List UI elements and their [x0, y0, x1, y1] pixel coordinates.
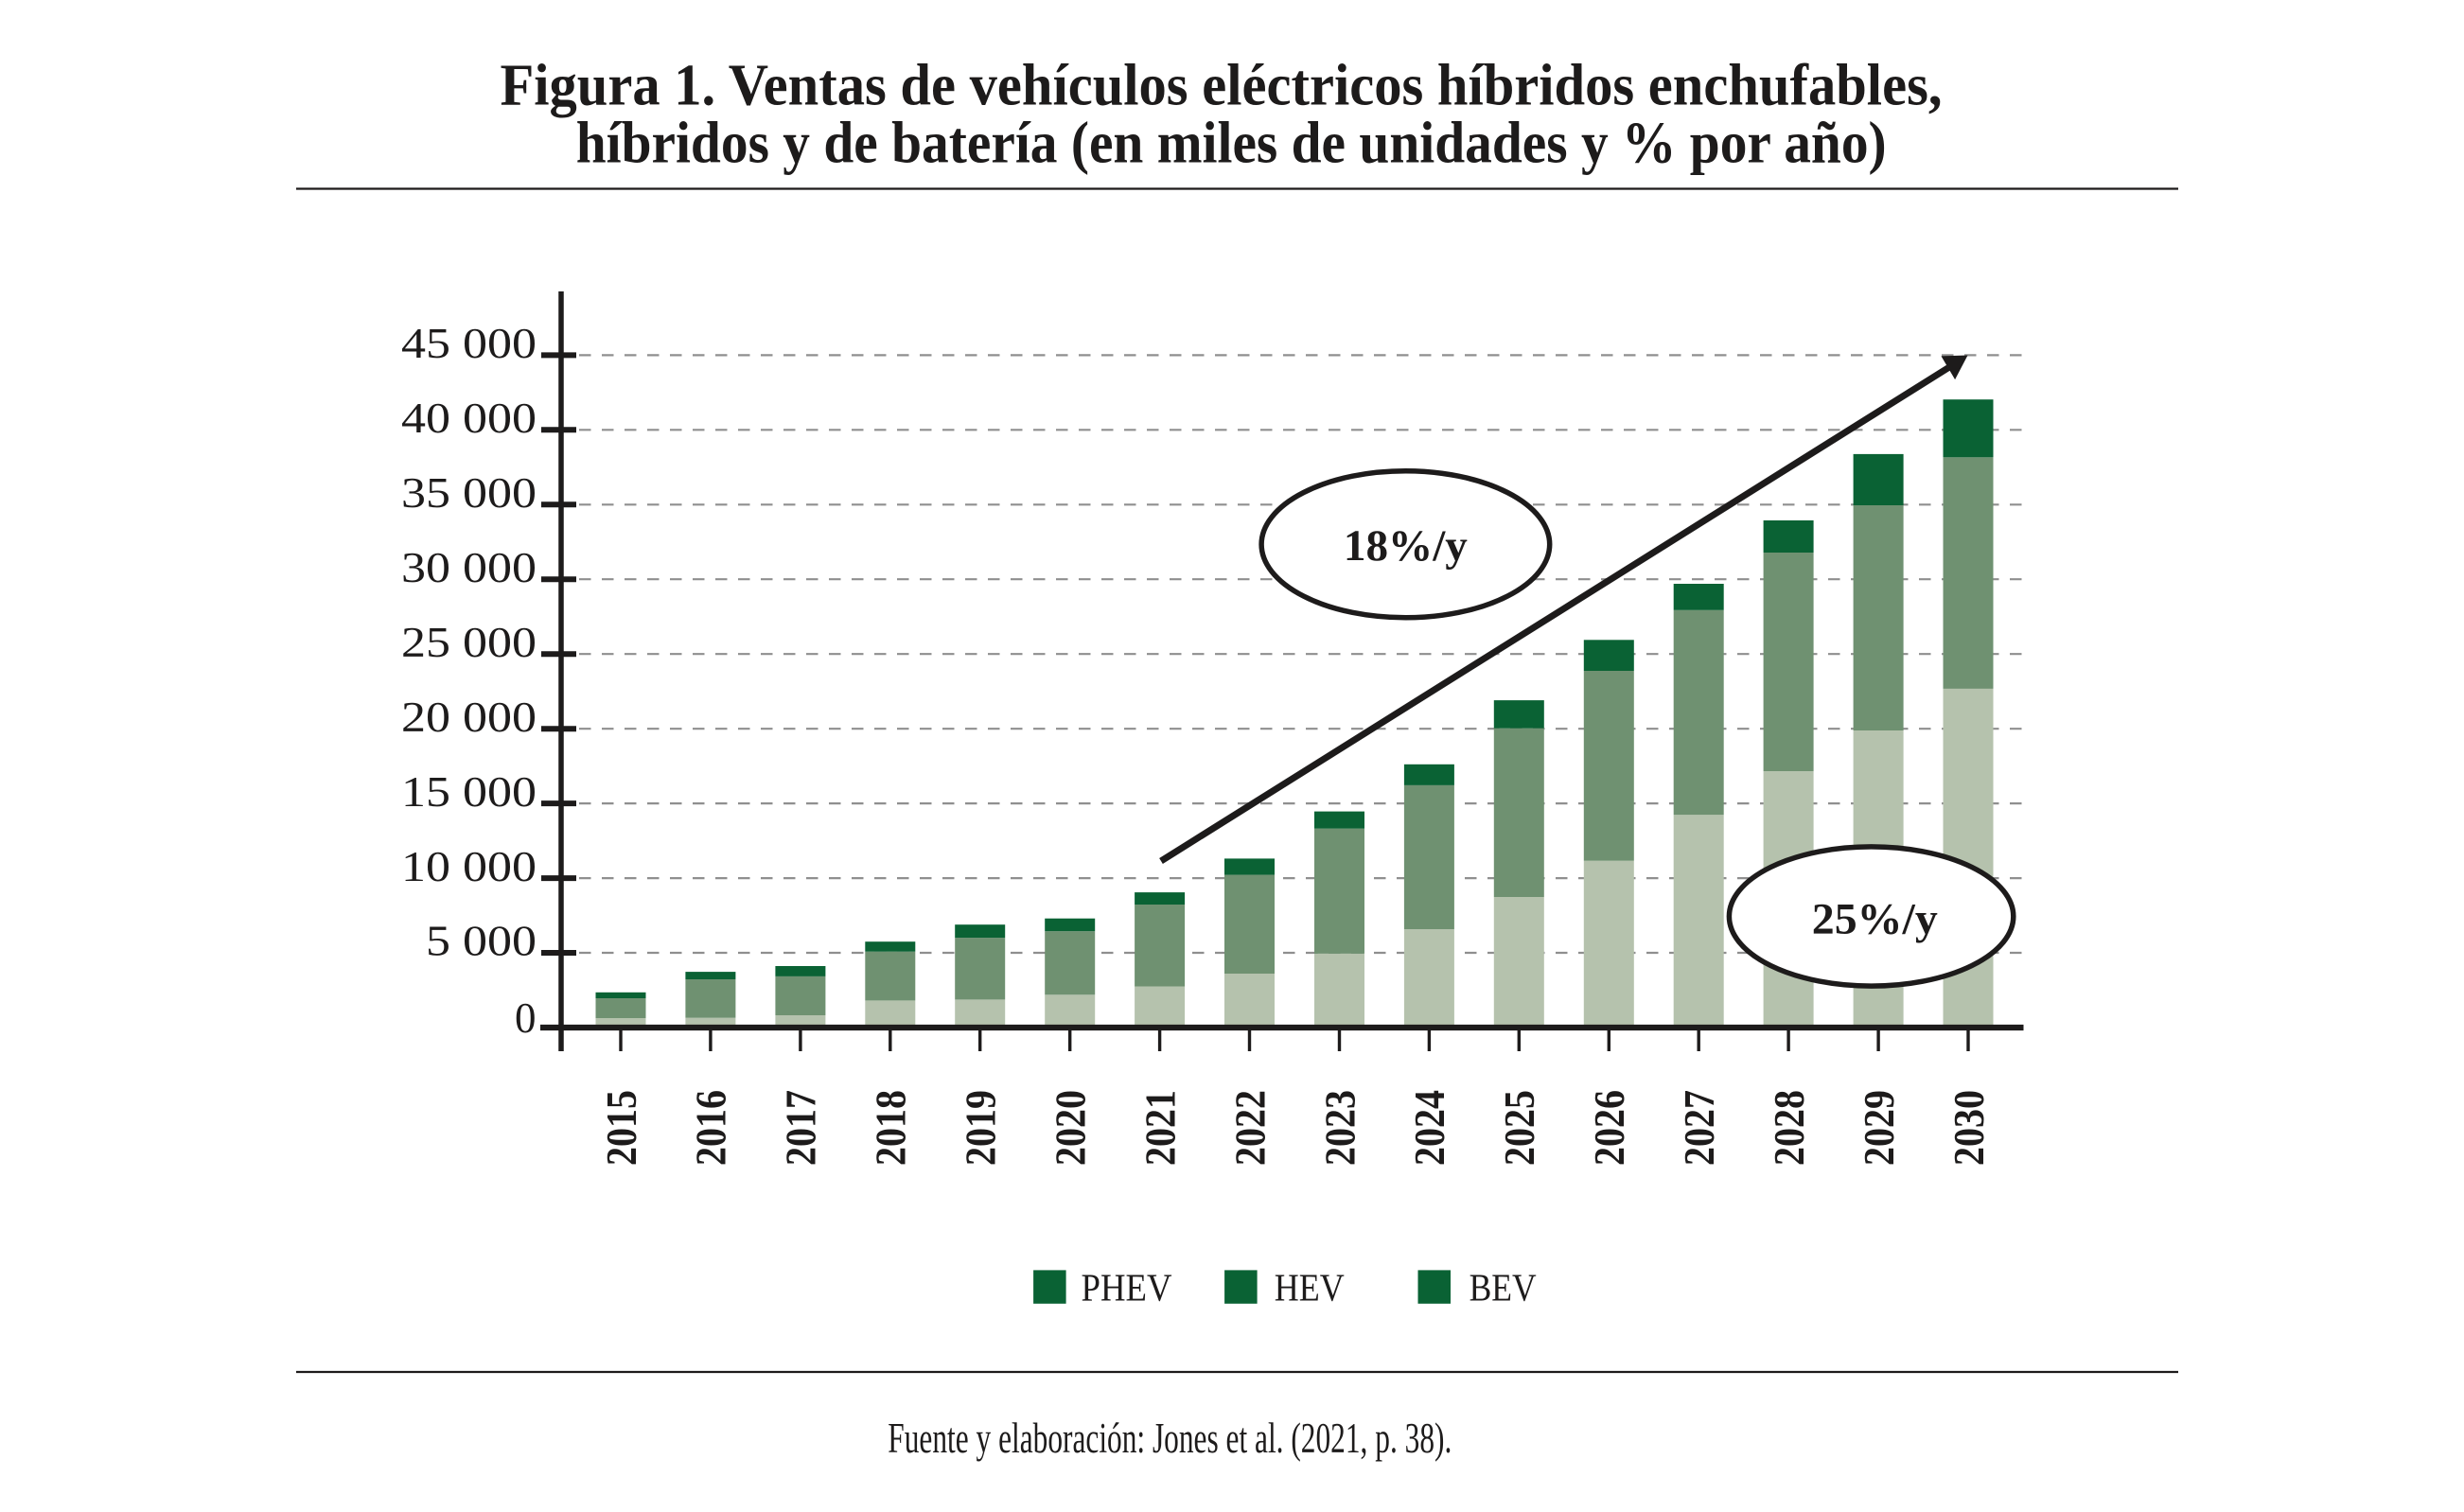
svg-text:2026: 2026: [1586, 1090, 1633, 1166]
svg-text:20 000: 20 000: [401, 694, 537, 741]
svg-text:25 000: 25 000: [401, 619, 537, 666]
svg-text:2027: 2027: [1676, 1090, 1723, 1166]
svg-text:2021: 2021: [1136, 1090, 1184, 1166]
svg-text:híbridos y de batería (en mile: híbridos y de batería (en miles de unida…: [576, 111, 1887, 175]
svg-text:2024: 2024: [1406, 1090, 1453, 1166]
svg-text:2019: 2019: [958, 1090, 1005, 1166]
svg-text:2015: 2015: [598, 1090, 645, 1166]
svg-text:2022: 2022: [1226, 1090, 1274, 1166]
svg-text:2017: 2017: [778, 1090, 825, 1166]
svg-text:2023: 2023: [1316, 1090, 1364, 1166]
svg-text:2029: 2029: [1856, 1090, 1903, 1166]
svg-text:HEV: HEV: [1275, 1266, 1345, 1310]
svg-text:45 000: 45 000: [401, 320, 537, 367]
svg-text:30 000: 30 000: [401, 544, 537, 591]
svg-text:2025: 2025: [1496, 1090, 1543, 1166]
svg-text:15 000: 15 000: [401, 768, 537, 816]
svg-text:2028: 2028: [1766, 1090, 1813, 1166]
svg-text:PHEV: PHEV: [1082, 1266, 1172, 1310]
svg-text:BEV: BEV: [1470, 1266, 1537, 1310]
svg-text:35 000: 35 000: [401, 469, 537, 517]
svg-text:18%/y: 18%/y: [1344, 521, 1468, 571]
svg-text:0: 0: [515, 994, 537, 1042]
svg-text:2016: 2016: [688, 1090, 735, 1166]
svg-text:2030: 2030: [1945, 1090, 1993, 1166]
svg-text:2020: 2020: [1047, 1090, 1095, 1166]
svg-text:25%/y: 25%/y: [1812, 895, 1939, 944]
svg-text:40 000: 40 000: [401, 395, 537, 442]
svg-text:2018: 2018: [868, 1090, 915, 1166]
svg-text:Fuente y elaboración: Jones et: Fuente y elaboración: Jones et al. (2021…: [888, 1414, 1452, 1462]
svg-text:Figura 1. Ventas de vehículos: Figura 1. Ventas de vehículos eléctricos…: [501, 54, 1943, 118]
svg-text:5 000: 5 000: [426, 918, 537, 965]
svg-text:10 000: 10 000: [401, 843, 537, 890]
